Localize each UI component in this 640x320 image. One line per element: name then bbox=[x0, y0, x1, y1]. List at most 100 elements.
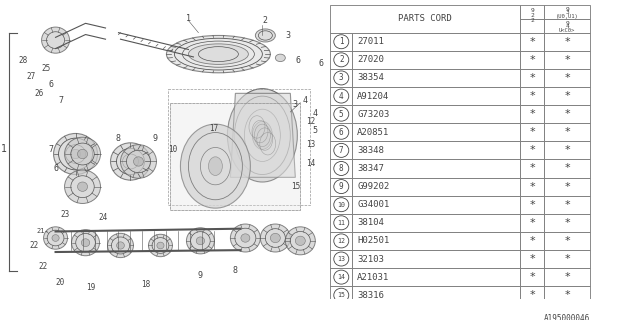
Text: 5: 5 bbox=[339, 110, 344, 119]
Text: *: * bbox=[529, 91, 535, 101]
Bar bbox=[330, 268, 352, 286]
Ellipse shape bbox=[270, 233, 280, 243]
Text: *: * bbox=[564, 164, 570, 173]
Ellipse shape bbox=[42, 27, 70, 53]
Text: 9: 9 bbox=[339, 182, 344, 191]
Text: *: * bbox=[529, 37, 535, 47]
Text: 11: 11 bbox=[337, 220, 346, 226]
Bar bbox=[330, 250, 352, 268]
Ellipse shape bbox=[275, 54, 285, 62]
Bar bbox=[520, 196, 544, 214]
Bar bbox=[330, 69, 352, 87]
Text: *: * bbox=[564, 272, 570, 282]
Text: *: * bbox=[564, 91, 570, 101]
Text: *: * bbox=[564, 37, 570, 47]
Ellipse shape bbox=[209, 157, 223, 175]
Text: 5: 5 bbox=[313, 126, 318, 135]
Text: *: * bbox=[529, 109, 535, 119]
Text: *: * bbox=[564, 254, 570, 264]
Ellipse shape bbox=[108, 233, 134, 258]
Text: *: * bbox=[564, 145, 570, 156]
Text: 10: 10 bbox=[168, 145, 177, 154]
Bar bbox=[330, 51, 352, 69]
Text: *: * bbox=[564, 73, 570, 83]
Bar bbox=[352, 33, 520, 51]
Ellipse shape bbox=[148, 234, 172, 257]
Text: A21031: A21031 bbox=[357, 273, 390, 282]
Bar bbox=[544, 105, 590, 123]
Bar bbox=[352, 69, 520, 87]
Text: *: * bbox=[529, 236, 535, 246]
Text: *: * bbox=[564, 109, 570, 119]
Text: *: * bbox=[564, 55, 570, 65]
Bar bbox=[520, 105, 544, 123]
Bar bbox=[352, 286, 520, 304]
Bar bbox=[352, 196, 520, 214]
Text: (U0,U1): (U0,U1) bbox=[556, 14, 579, 19]
Bar bbox=[520, 51, 544, 69]
Text: U<C0>: U<C0> bbox=[559, 28, 575, 33]
Text: G73203: G73203 bbox=[357, 110, 390, 119]
Bar bbox=[330, 159, 352, 178]
Text: 13: 13 bbox=[306, 140, 315, 149]
Text: 23: 23 bbox=[61, 210, 70, 219]
Bar bbox=[330, 232, 352, 250]
Bar bbox=[330, 178, 352, 196]
Text: 10: 10 bbox=[337, 202, 346, 208]
Bar bbox=[544, 123, 590, 141]
Text: 3: 3 bbox=[293, 100, 298, 109]
Text: 21-: 21- bbox=[36, 228, 49, 235]
Text: 2: 2 bbox=[530, 13, 534, 18]
Text: 24: 24 bbox=[99, 213, 108, 222]
Ellipse shape bbox=[157, 242, 164, 249]
Text: 9: 9 bbox=[565, 6, 569, 12]
Ellipse shape bbox=[120, 145, 156, 178]
Text: 38348: 38348 bbox=[357, 146, 384, 155]
Ellipse shape bbox=[295, 236, 305, 245]
Ellipse shape bbox=[227, 89, 298, 182]
Bar bbox=[352, 159, 520, 178]
Bar bbox=[330, 33, 352, 51]
Text: 6: 6 bbox=[339, 128, 344, 137]
Text: 12: 12 bbox=[337, 238, 346, 244]
Text: 15: 15 bbox=[291, 182, 300, 191]
Text: 19: 19 bbox=[86, 283, 95, 292]
Text: 12: 12 bbox=[306, 117, 315, 126]
Bar bbox=[520, 5, 544, 19]
Text: 38104: 38104 bbox=[357, 218, 384, 227]
Bar bbox=[352, 232, 520, 250]
Ellipse shape bbox=[81, 239, 90, 247]
Text: 6: 6 bbox=[296, 56, 301, 65]
Text: 2: 2 bbox=[530, 18, 534, 23]
Ellipse shape bbox=[180, 124, 250, 208]
Text: 18: 18 bbox=[141, 280, 150, 289]
Ellipse shape bbox=[54, 133, 97, 174]
Text: 4: 4 bbox=[303, 96, 308, 105]
Bar bbox=[520, 214, 544, 232]
Text: 9: 9 bbox=[153, 134, 158, 143]
Text: 15: 15 bbox=[337, 292, 346, 298]
Bar bbox=[352, 250, 520, 268]
Text: *: * bbox=[529, 73, 535, 83]
Polygon shape bbox=[230, 93, 295, 177]
Ellipse shape bbox=[70, 149, 81, 159]
Bar bbox=[544, 196, 590, 214]
Text: *: * bbox=[529, 181, 535, 192]
Bar bbox=[520, 141, 544, 159]
Text: *: * bbox=[529, 200, 535, 210]
Text: 3: 3 bbox=[565, 10, 569, 15]
Text: *: * bbox=[564, 236, 570, 246]
Text: *: * bbox=[529, 164, 535, 173]
Ellipse shape bbox=[285, 227, 316, 255]
Text: 22: 22 bbox=[29, 241, 38, 250]
Text: 9: 9 bbox=[565, 20, 569, 26]
Bar bbox=[330, 105, 352, 123]
Bar bbox=[352, 178, 520, 196]
Text: 6: 6 bbox=[318, 59, 323, 68]
Text: 2: 2 bbox=[339, 55, 344, 64]
Text: 38347: 38347 bbox=[357, 164, 384, 173]
Text: G34001: G34001 bbox=[357, 200, 390, 209]
Ellipse shape bbox=[186, 228, 214, 254]
Ellipse shape bbox=[255, 29, 275, 42]
Bar bbox=[352, 214, 520, 232]
